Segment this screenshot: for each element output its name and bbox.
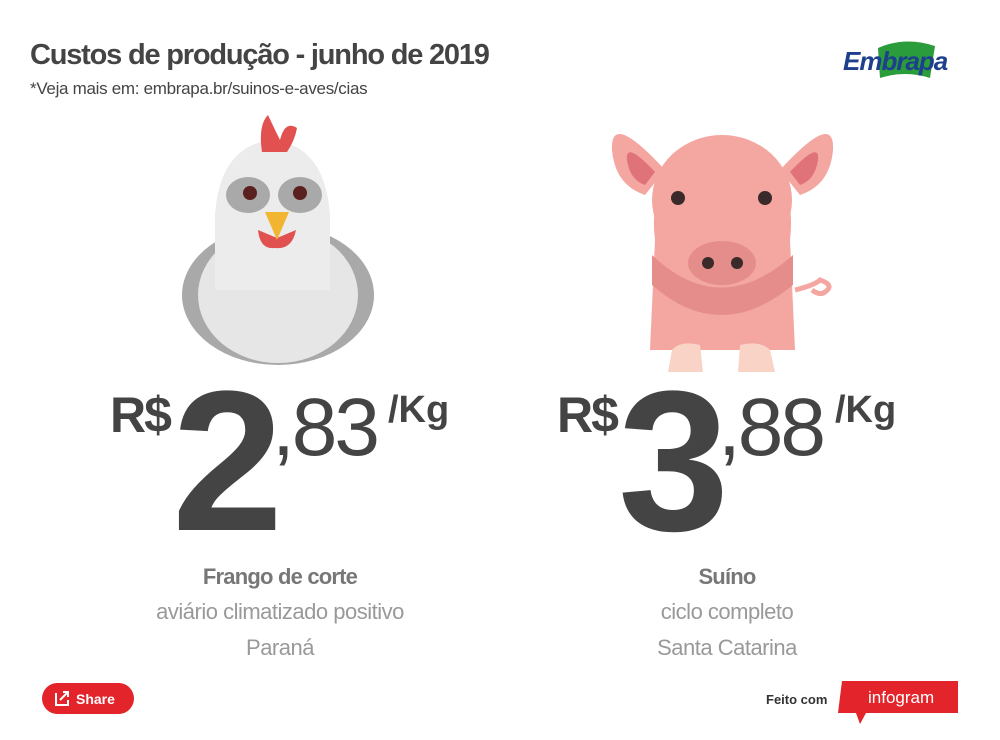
- pig-head: [652, 135, 792, 265]
- share-button[interactable]: Share: [42, 683, 134, 714]
- infogram-label[interactable]: infogram: [868, 688, 934, 707]
- made-with: Feito com: [766, 692, 827, 707]
- pig-nostril: [702, 257, 714, 269]
- price-integer: 2: [172, 350, 276, 573]
- pig-ear-inner: [626, 152, 655, 185]
- product-region: Santa Catarina: [657, 635, 798, 660]
- price-decimal: ,83: [272, 382, 377, 473]
- currency: R$: [557, 387, 619, 443]
- pig-ear-inner: [790, 152, 819, 185]
- pig-foot: [738, 343, 775, 372]
- pig-collar: [652, 255, 793, 315]
- share-icon[interactable]: [55, 691, 69, 706]
- price-unit: /Kg: [388, 389, 449, 431]
- title: Custos de produção - junho de 2019: [30, 39, 490, 71]
- product-name: Suíno: [698, 564, 755, 589]
- chicken-comb: [260, 115, 297, 152]
- subtitle: *Veja mais em: embrapa.br/suinos-e-aves/…: [30, 79, 367, 98]
- chicken-eye: [293, 186, 307, 200]
- pig-nostril: [731, 257, 743, 269]
- infogram-link[interactable]: infogram: [838, 681, 958, 724]
- pig-eye: [671, 191, 685, 205]
- price-unit: /Kg: [835, 389, 896, 431]
- product-region: Paraná: [246, 635, 315, 660]
- product-detail: ciclo completo: [661, 599, 794, 624]
- pig-foot: [668, 343, 703, 372]
- currency: R$: [110, 387, 172, 443]
- pig-tail: [794, 277, 832, 297]
- share-button-bg[interactable]: [42, 683, 134, 714]
- pig-snout: [688, 241, 756, 285]
- logo: Embrapa: [843, 41, 949, 78]
- pig-eye: [758, 191, 772, 205]
- chicken-eye: [243, 186, 257, 200]
- infogram-badge[interactable]: [838, 681, 958, 724]
- logo-text: Embrapa: [843, 46, 948, 76]
- price-integer: 3: [618, 350, 722, 573]
- product-detail: aviário climatizado positivo: [156, 599, 404, 624]
- chicken-beak: [265, 212, 289, 240]
- price-decimal: ,88: [718, 382, 823, 473]
- logo-swoosh: [878, 41, 935, 78]
- share-label[interactable]: Share: [76, 691, 115, 707]
- chicken-illustration: [182, 115, 374, 365]
- pig-illustration: [611, 134, 834, 372]
- product-name: Frango de corte: [203, 564, 358, 589]
